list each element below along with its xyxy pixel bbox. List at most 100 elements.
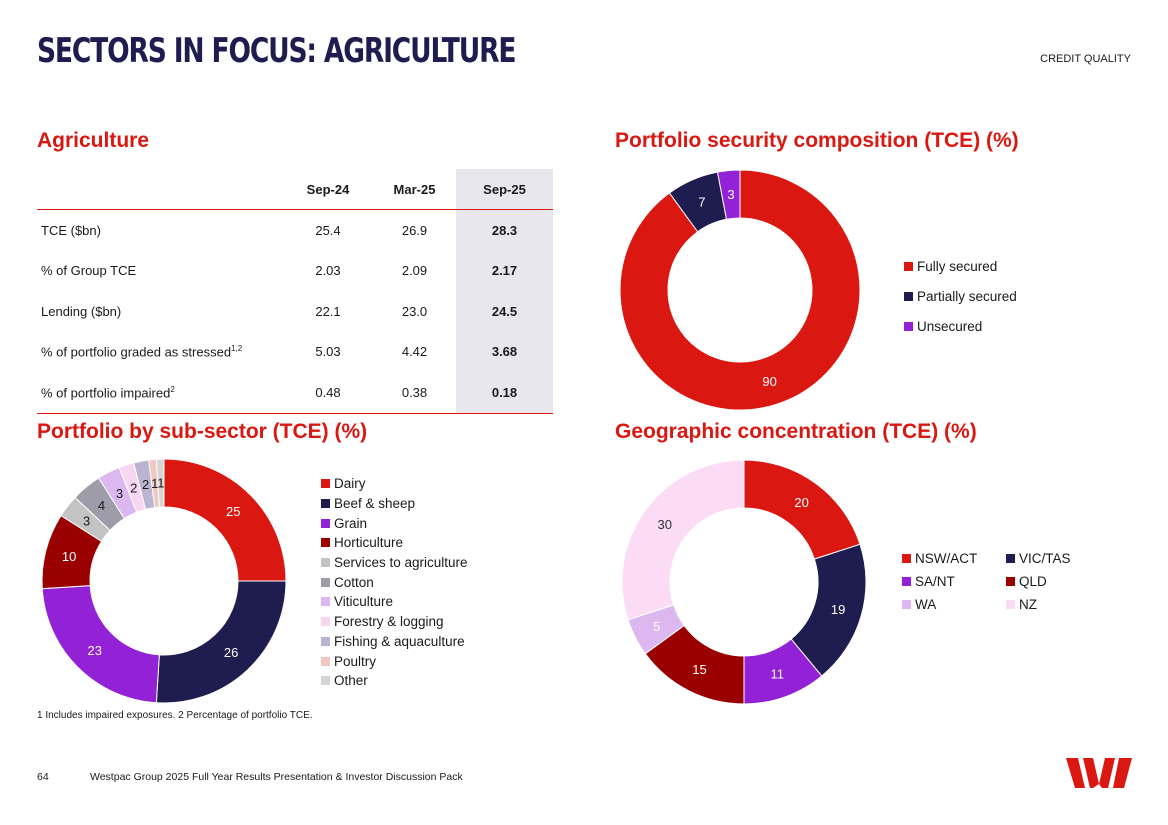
table-row: Lending ($bn) 22.1 23.0 24.5 <box>37 291 553 332</box>
geographic-slice <box>621 459 745 621</box>
legend-item: WA <box>902 593 1006 616</box>
security-data-label: 3 <box>727 187 734 202</box>
legend-label: Grain <box>334 515 368 531</box>
legend-item: Partially secured <box>904 281 1017 311</box>
cell-value: 24.5 <box>456 291 553 332</box>
column-header: Sep-24 <box>306 181 350 197</box>
column-header: Sep-25 <box>456 169 553 210</box>
legend-label: Partially secured <box>917 288 1017 304</box>
legend-swatch <box>904 291 913 301</box>
legend-item: NZ <box>1006 593 1116 616</box>
agriculture-table: Sep-24 Mar-25 Sep-25 TCE ($bn) 25.4 26.9 28… <box>37 169 553 414</box>
legend-label: Viticulture <box>334 594 394 610</box>
geographic-data-label: 15 <box>692 662 706 677</box>
legend-item: Fully secured <box>904 251 1017 281</box>
legend-item: Fishing & aquaculture <box>321 632 468 652</box>
cell-value: 22.1 <box>315 303 341 319</box>
subsector-data-label: 23 <box>87 643 101 658</box>
legend-label: WA <box>915 597 937 612</box>
security-slice <box>716 169 741 220</box>
footnote-ref: 2 <box>170 384 175 394</box>
legend-item: Forestry & logging <box>321 612 468 632</box>
table-row: TCE ($bn) 25.4 26.9 28.3 <box>37 209 553 251</box>
agriculture-title: Agriculture <box>37 129 150 152</box>
legend-item: QLD <box>1006 570 1116 593</box>
legend-label: Horticulture <box>334 535 404 551</box>
table-row: % of Group TCE 2.03 2.09 2.17 <box>37 250 553 291</box>
geographic-legend: NSW/ACT VIC/TAS SA/NT QLD WA NZ <box>902 547 1116 616</box>
cell-value: 23.0 <box>401 303 428 319</box>
row-label: TCE ($bn) <box>41 222 101 238</box>
security-slice <box>619 169 861 411</box>
legend-swatch <box>321 656 330 666</box>
legend-label: NZ <box>1019 597 1037 612</box>
subsector-chart-title: Portfolio by sub-sector (TCE) (%) <box>37 420 368 443</box>
cell-value: 2.03 <box>315 263 341 279</box>
legend-swatch <box>902 577 911 586</box>
legend-label: Beef & sheep <box>334 496 416 512</box>
legend-swatch <box>904 321 913 331</box>
page-title: SECTORS IN FOCUS: AGRICULTURE <box>37 31 516 71</box>
geographic-data-label: 5 <box>653 619 660 634</box>
cell-value: 0.18 <box>456 372 553 413</box>
footnote-ref: 1,2 <box>231 344 243 354</box>
subsector-data-label: 4 <box>98 498 105 513</box>
westpac-logo-icon <box>1066 758 1132 788</box>
subsector-data-label: 1 <box>151 476 158 491</box>
column-header: Mar-25 <box>393 181 436 197</box>
legend-swatch <box>321 538 330 548</box>
legend-item: Grain <box>321 513 468 533</box>
section-label: CREDIT QUALITY <box>1040 53 1131 65</box>
legend-label: Fishing & aquaculture <box>334 633 465 649</box>
subsector-data-label: 3 <box>116 486 123 501</box>
legend-label: NSW/ACT <box>915 551 978 566</box>
cell-value: 2.17 <box>456 250 553 291</box>
legend-label: Forestry & logging <box>334 614 444 630</box>
cell-value: 26.9 <box>401 222 428 238</box>
geographic-data-label: 30 <box>657 517 671 532</box>
legend-item: Beef & sheep <box>321 494 468 514</box>
legend-item: Other <box>321 671 468 691</box>
legend-item: Viticulture <box>321 592 468 612</box>
legend-label: Dairy <box>334 476 366 492</box>
subsector-legend: Dairy Beef & sheep Grain Horticulture Servic… <box>321 474 468 691</box>
cell-value: 4.42 <box>401 344 428 360</box>
legend-label: Services to agriculture <box>334 555 468 571</box>
row-label: % of portfolio graded as stressed1,2 <box>41 344 243 360</box>
legend-swatch <box>321 499 330 509</box>
legend-swatch <box>321 597 330 607</box>
legend-label: Other <box>334 673 368 689</box>
page-number: 64 <box>37 771 49 783</box>
legend-swatch <box>321 676 330 686</box>
legend-item: Unsecured <box>904 311 1017 341</box>
security-chart-title: Portfolio security composition (TCE) (%) <box>615 129 1019 152</box>
geographic-data-label: 11 <box>770 667 784 682</box>
legend-item: Horticulture <box>321 533 468 553</box>
legend-item: Cotton <box>321 572 468 592</box>
geographic-data-label: 19 <box>831 602 845 617</box>
row-label: % of portfolio impaired2 <box>41 384 175 400</box>
cell-value: 25.4 <box>315 222 341 238</box>
legend-swatch <box>321 577 330 587</box>
legend-swatch <box>321 479 330 489</box>
geographic-chart-title: Geographic concentration (TCE) (%) <box>615 420 977 443</box>
footer-text: Westpac Group 2025 Full Year Results Pre… <box>90 771 463 783</box>
legend-label: QLD <box>1019 574 1047 589</box>
cell-value: 0.38 <box>401 384 428 400</box>
subsector-data-label: 2 <box>130 480 137 495</box>
subsector-slice <box>163 458 287 582</box>
legend-label: Cotton <box>334 574 374 590</box>
legend-swatch <box>321 518 330 528</box>
legend-item: VIC/TAS <box>1006 547 1116 570</box>
footnote: 1 Includes impaired exposures. 2 Percent… <box>37 710 313 721</box>
table-header-row: Sep-24 Mar-25 Sep-25 <box>37 169 553 210</box>
legend-swatch <box>902 554 911 563</box>
legend-swatch <box>321 617 330 627</box>
legend-label: Poultry <box>334 653 377 669</box>
cell-value: 0.48 <box>315 384 341 400</box>
legend-item: Dairy <box>321 474 468 494</box>
table-row: % of portfolio impaired2 0.48 0.38 0.18 <box>37 372 553 413</box>
subsector-data-label: 10 <box>62 549 76 564</box>
subsector-data-label: 2 <box>142 477 149 492</box>
